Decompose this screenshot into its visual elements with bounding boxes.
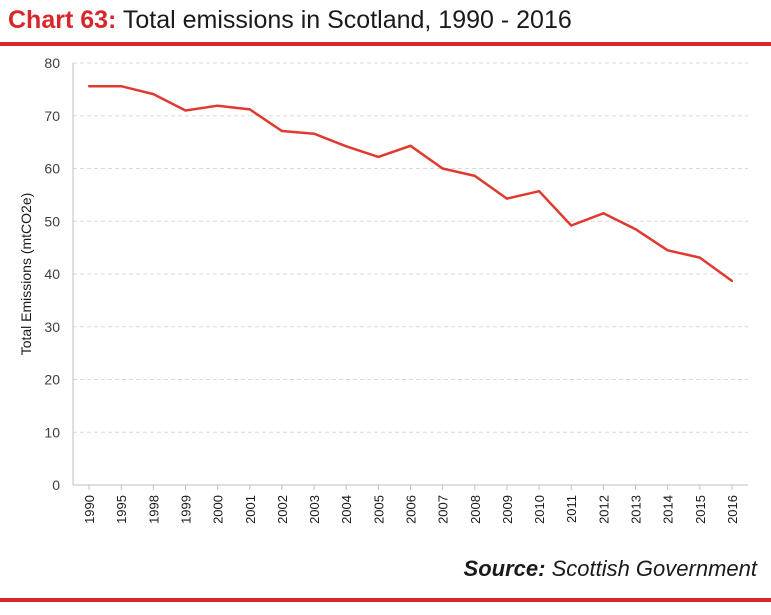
x-tick-label: 2010 [532, 495, 547, 524]
source-value: Scottish Government [551, 556, 757, 581]
data-point [248, 108, 251, 111]
data-point [216, 104, 219, 107]
top-rule [0, 42, 771, 46]
line-chart: 0 10 20 30 40 50 60 70 80 1990 1995 1998 1999 2000 200… [18, 55, 748, 524]
data-point [473, 174, 476, 178]
x-tick-label: 1999 [179, 495, 194, 524]
x-tick-label: 1990 [82, 495, 97, 524]
data-point [698, 256, 701, 259]
x-tick-label: 2003 [307, 495, 322, 524]
x-tick-label: 2000 [211, 495, 226, 524]
y-tick-label: 10 [44, 424, 60, 440]
data-point [280, 129, 284, 133]
data-point [441, 167, 444, 170]
data-point [666, 249, 669, 252]
x-tick-label: 1998 [146, 495, 161, 524]
data-point [409, 144, 412, 148]
chart-title: Total emissions in Scotland, 1990 - 2016 [122, 6, 572, 34]
y-axis-label: Total Emissions (mtCO2e) [18, 193, 34, 356]
data-point [730, 279, 734, 283]
x-tick-label: 2012 [596, 495, 611, 524]
x-tick-label: 1995 [114, 495, 129, 524]
y-tick-label: 80 [44, 55, 60, 71]
x-tick-label: 2006 [404, 495, 419, 524]
x-tick-label: 2002 [275, 495, 290, 524]
y-tick-label: 70 [44, 108, 60, 124]
chart-number: Chart 63: [8, 6, 117, 34]
data-point [537, 189, 541, 193]
data-point [570, 224, 573, 227]
data-point [87, 85, 91, 88]
source-label: Source: [463, 556, 546, 581]
x-tick-label: 2001 [243, 495, 258, 524]
y-tick-label: 40 [44, 266, 60, 282]
y-tick-label: 30 [44, 319, 60, 335]
x-tick-label: 2004 [339, 495, 354, 524]
x-tick-label: 2009 [500, 495, 515, 524]
data-point [152, 92, 155, 96]
y-tick-label: 0 [52, 477, 60, 493]
x-tick-label: 2005 [371, 495, 386, 524]
data-point [120, 85, 123, 88]
x-tick-label: 2011 [564, 495, 579, 523]
data-point [377, 155, 380, 159]
y-tick-label: 20 [44, 372, 60, 388]
x-tick-label: 2007 [436, 495, 451, 524]
data-point [505, 197, 509, 200]
data-point [634, 227, 637, 231]
data-point [312, 132, 316, 135]
data-point [602, 212, 605, 215]
data-point [184, 109, 187, 112]
chart-heading: Chart 63: Total emissions in Scotland, 1… [8, 4, 572, 36]
x-tick-label: 2015 [693, 495, 708, 524]
x-tick-label: 2016 [725, 495, 740, 524]
data-point [345, 145, 348, 148]
y-tick-label: 60 [44, 161, 60, 177]
x-tick-label: 2008 [468, 495, 483, 524]
y-tick-label: 50 [44, 213, 60, 229]
x-tick-label: 2014 [661, 495, 676, 524]
source-note: Source: Scottish Government [464, 556, 757, 582]
bottom-rule [0, 598, 771, 602]
x-tick-label: 2013 [629, 495, 644, 524]
